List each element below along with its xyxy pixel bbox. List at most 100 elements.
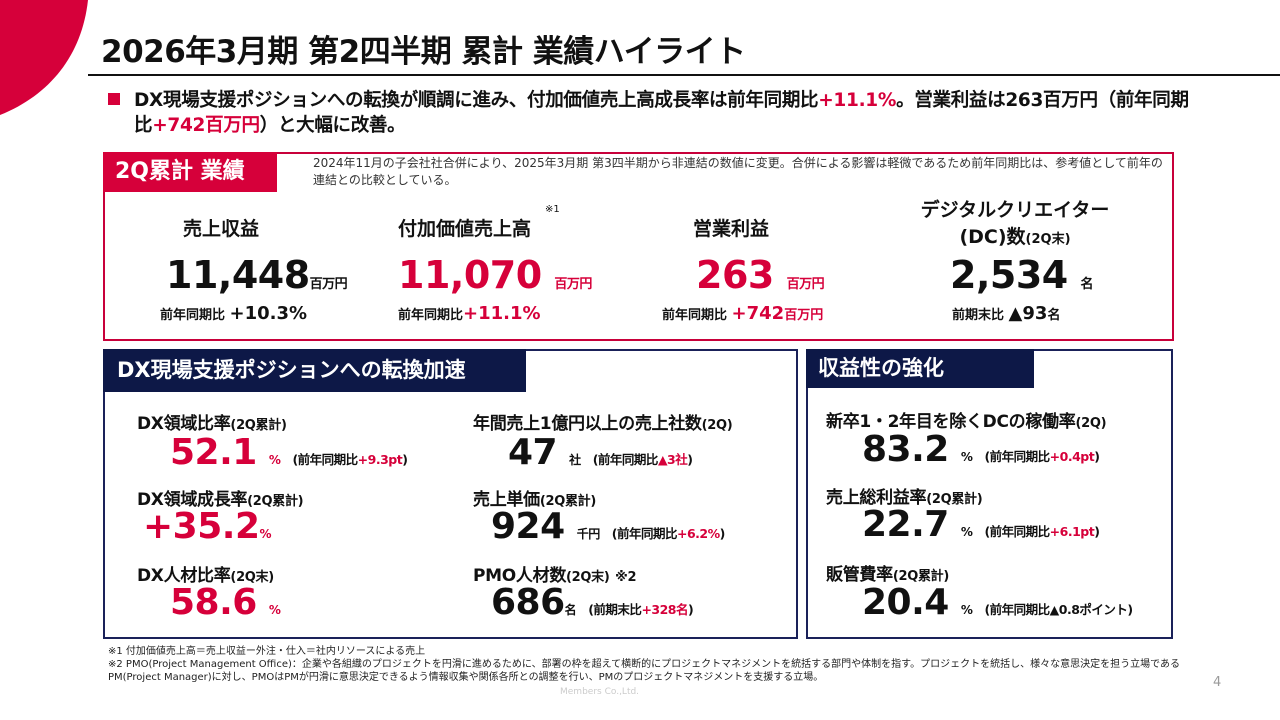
revenue-unit: 百万円 bbox=[309, 277, 348, 292]
metric-label: 年間売上1億円以上の売上社数 bbox=[473, 414, 702, 434]
metric-unit: % bbox=[268, 603, 281, 617]
value-added-number: 11,070 bbox=[398, 253, 542, 297]
metric-unit: % bbox=[268, 453, 281, 467]
metric-number: 58.6 bbox=[170, 582, 257, 623]
dx-ratio-value: 52.1 % (前年同期比+9.3pt) bbox=[170, 432, 408, 473]
lead-highlight: +742百万円 bbox=[152, 115, 260, 136]
metric-number: 20.4 bbox=[862, 582, 949, 623]
lead-part: 。営業利益は263百万円（前年同期比 bbox=[134, 90, 1189, 136]
metric-paren: (前年同期比 bbox=[984, 524, 1050, 539]
metric-label: 売上総利益率 bbox=[826, 488, 927, 508]
metric-number: 47 bbox=[508, 432, 558, 473]
gross-margin-label: 売上総利益率(2Q累計) bbox=[826, 483, 983, 508]
revenue-label: 売上収益 bbox=[183, 218, 260, 240]
metric-unit: 千円 bbox=[576, 527, 601, 541]
operating-profit-yoy: 前年同期比 +742百万円 bbox=[662, 303, 823, 324]
metric-paren-value: ▲3社 bbox=[657, 452, 688, 467]
revenue-yoy-label: 前年同期比 bbox=[160, 308, 230, 323]
metric-label: PMO人材数 bbox=[473, 566, 567, 586]
metric-number: +35.2 bbox=[143, 506, 260, 547]
corner-decoration bbox=[0, 0, 88, 115]
metric-number: 22.7 bbox=[862, 504, 949, 545]
metric-paren: (前年同期比 bbox=[984, 449, 1050, 464]
footnote-1: ※1 付加価値売上高＝売上収益ー外注・仕入＝社内リソースによる売上 bbox=[108, 646, 426, 657]
page-number: 4 bbox=[1213, 675, 1222, 690]
metric-paren: ) bbox=[719, 526, 726, 541]
metric-label: 売上単価 bbox=[473, 490, 540, 510]
metric-paren-value: +6.2% bbox=[676, 526, 720, 541]
metric-unit: % bbox=[960, 450, 973, 464]
metric-unit: 社 bbox=[569, 453, 581, 467]
dc-label-small: (2Q末) bbox=[1025, 232, 1071, 247]
metric-number: 924 bbox=[491, 506, 565, 547]
dx-talent-ratio-value: 58.6 % bbox=[170, 582, 281, 623]
revenue-yoy: 前年同期比 +10.3% bbox=[160, 303, 307, 324]
revenue-number: 11,448 bbox=[166, 253, 310, 297]
revenue-yoy-value: +10.3% bbox=[229, 303, 308, 324]
dc-number: 2,534 bbox=[950, 253, 1068, 297]
metric-label: 新卒1・2年目を除くDCの稼働率 bbox=[826, 412, 1076, 432]
metric-paren-value: +328名 bbox=[641, 602, 689, 617]
company-name: Members Co.,Ltd. bbox=[560, 687, 640, 697]
metric-paren: ) bbox=[1094, 449, 1100, 464]
utilization-label: 新卒1・2年目を除くDCの稼働率(2Q) bbox=[826, 407, 1107, 432]
metric-label-small: (2Q累計) bbox=[892, 569, 949, 584]
metric-label-small: (2Q累計) bbox=[539, 494, 596, 509]
metric-number: 83.2 bbox=[862, 429, 949, 470]
lead-part: ）と大幅に改善。 bbox=[259, 115, 406, 136]
results-note: 2024年11月の子会社社合併により、2025年3月期 第3四半期から非連結の数… bbox=[313, 156, 1163, 187]
sga-ratio-label: 販管費率(2Q累計) bbox=[826, 560, 949, 585]
metric-paren: ) bbox=[1094, 524, 1100, 539]
dc-value: 2,534 名 bbox=[950, 253, 1093, 297]
results-tab: 2Q累計 業績 bbox=[103, 152, 277, 192]
metric-label: 販管費率 bbox=[826, 565, 893, 585]
metric-label-small: (2Q末) bbox=[566, 570, 610, 585]
dc-label-line1: デジタルクリエイター bbox=[920, 199, 1110, 221]
metric-paren: ) bbox=[687, 452, 693, 467]
metric-unit: % bbox=[259, 527, 272, 541]
metric-label-small: (2Q累計) bbox=[230, 418, 287, 433]
pmo-label: PMO人材数(2Q末) ※2 bbox=[473, 561, 637, 586]
dc-change-value: ▲93 bbox=[1008, 303, 1048, 324]
metric-label: DX領域成長率 bbox=[137, 490, 248, 510]
metric-paren: (前年同期比 bbox=[292, 452, 358, 467]
metric-paren-value: +9.3pt bbox=[357, 452, 403, 467]
bullet-square-icon bbox=[108, 93, 120, 105]
metric-number: 52.1 bbox=[170, 432, 257, 473]
metric-label-small: (2Q累計) bbox=[247, 494, 304, 509]
dx-growth-value: +35.2% bbox=[143, 506, 272, 547]
dc-label-line2: (DC)数(2Q末) bbox=[908, 222, 1122, 249]
lead-highlight: +11.1% bbox=[818, 90, 897, 111]
dc-unit: 名 bbox=[1080, 277, 1093, 292]
dc-change-unit: 名 bbox=[1047, 308, 1061, 323]
metric-unit: % bbox=[960, 603, 973, 617]
dc-change-label: 前期末比 bbox=[952, 308, 1009, 323]
profitability-tab: 収益性の強化 bbox=[806, 349, 1034, 388]
footnote-2: ※2 PMO(Project Management Office)：企業や各組織… bbox=[108, 659, 1180, 683]
metric-unit: 名 bbox=[564, 603, 577, 617]
dx-tab: DX現場支援ポジションへの転換加速 bbox=[103, 349, 526, 392]
metric-paren: ) bbox=[402, 452, 408, 467]
value-added-value: 11,070 百万円 bbox=[398, 253, 592, 297]
operating-profit-yoy-value: +742 bbox=[731, 303, 785, 324]
metric-paren: (前年同期比 bbox=[592, 452, 659, 467]
metric-paren: (前期末比 bbox=[588, 602, 642, 617]
metric-paren: (前年同期比 bbox=[611, 526, 678, 541]
metric-label-small: (2Q) bbox=[1075, 416, 1107, 431]
unit-price-label: 売上単価(2Q累計) bbox=[473, 485, 596, 510]
lead-part: DX現場支援ポジションへの転換が順調に進み、付加価値売上高成長率は前年同期比 bbox=[134, 90, 819, 111]
value-added-yoy-label: 前年同期比 bbox=[398, 308, 464, 323]
operating-profit-yoy-unit: 百万円 bbox=[784, 308, 824, 323]
results-panel bbox=[103, 152, 1174, 341]
dc-label-main: (DC)数 bbox=[959, 226, 1026, 248]
metric-paren-value: +6.1pt bbox=[1049, 524, 1095, 539]
operating-profit-unit: 百万円 bbox=[786, 277, 825, 292]
value-added-note-mark: ※1 bbox=[545, 204, 560, 215]
page-title: 2026年3月期 第2四半期 累計 業績ハイライト bbox=[101, 34, 746, 70]
large-clients-label: 年間売上1億円以上の売上社数(2Q) bbox=[473, 409, 733, 434]
metric-paren-value: +0.4pt bbox=[1049, 449, 1095, 464]
unit-price-value: 924 千円 (前年同期比+6.2%) bbox=[491, 506, 725, 547]
metric-label: DX領域比率 bbox=[137, 414, 231, 434]
gross-margin-value: 22.7 % (前年同期比+6.1pt) bbox=[862, 504, 1100, 545]
metric-label: DX人材比率 bbox=[137, 566, 231, 586]
